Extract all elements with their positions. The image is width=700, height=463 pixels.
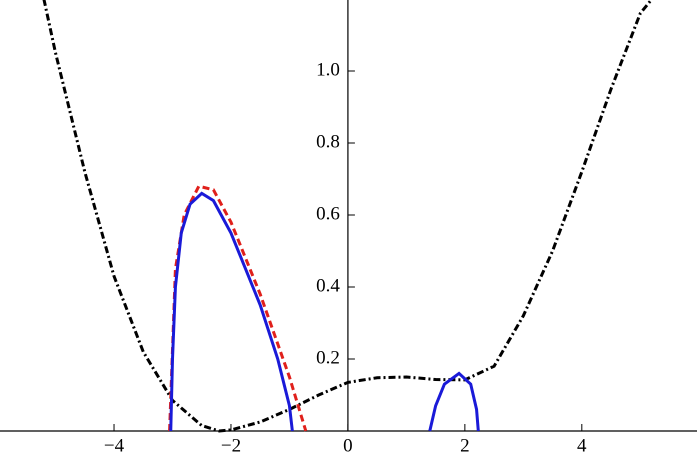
y-tick-label: 0.8	[316, 131, 340, 152]
curve	[42, 0, 654, 433]
x-tick-label: −4	[104, 435, 125, 456]
x-tick-label: 0	[343, 435, 353, 456]
x-tick-label: −2	[221, 435, 241, 456]
plot-area	[42, 0, 654, 433]
curve	[428, 371, 480, 432]
x-tick-label: 2	[460, 435, 470, 456]
curve	[169, 191, 294, 432]
y-tick-label: 0.2	[316, 347, 340, 368]
y-tick-label: 0.6	[316, 203, 340, 224]
y-tick-label: 0.4	[316, 275, 340, 296]
x-tick-label: 4	[577, 435, 587, 456]
y-tick-label: 1.0	[316, 59, 340, 80]
